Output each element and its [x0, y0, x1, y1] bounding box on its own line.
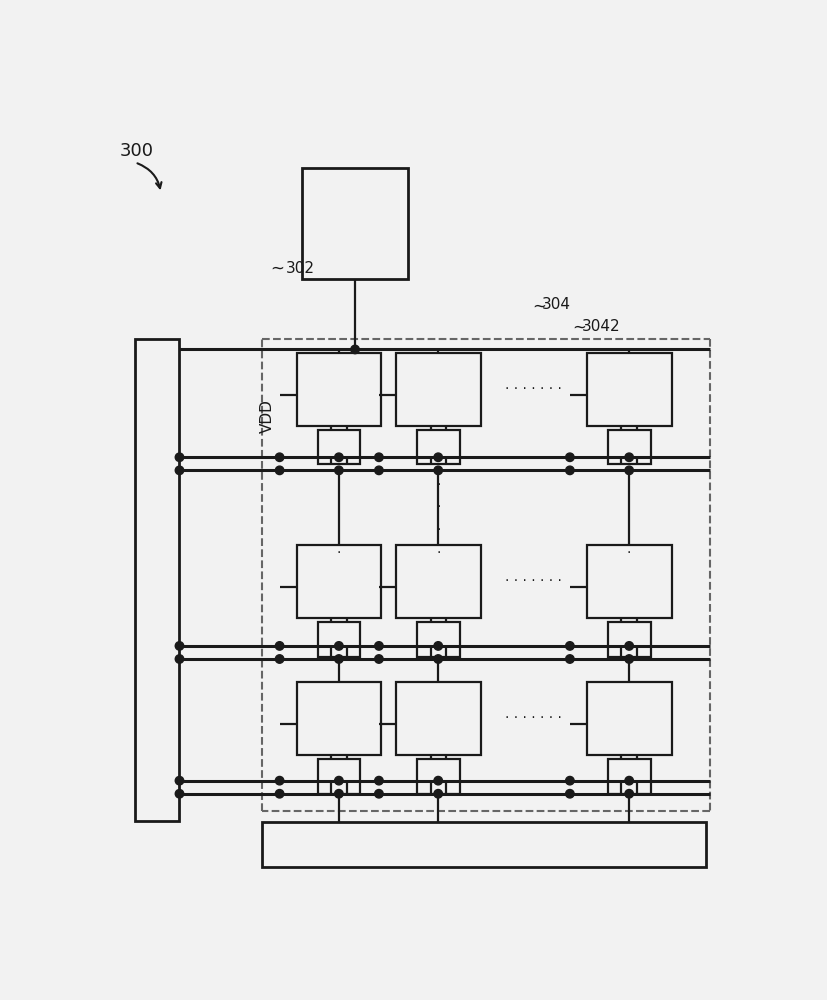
Text: ~: ~ [532, 297, 545, 315]
Bar [318, 430, 360, 464]
Circle shape [275, 453, 284, 461]
Circle shape [275, 790, 284, 798]
Circle shape [433, 453, 442, 461]
Bar [135, 339, 179, 821]
Circle shape [175, 655, 184, 663]
Circle shape [275, 776, 284, 785]
Circle shape [334, 453, 342, 461]
Circle shape [624, 776, 633, 785]
Circle shape [334, 655, 342, 663]
Bar [586, 545, 671, 618]
Text: ·
·
·
·
·: · · · · · [626, 455, 631, 560]
Circle shape [351, 345, 359, 354]
Circle shape [275, 642, 284, 650]
Circle shape [433, 776, 442, 785]
Text: 3042: 3042 [581, 319, 619, 334]
Bar [417, 430, 459, 464]
Bar [302, 168, 408, 279]
Text: · · · · · · ·: · · · · · · · [504, 574, 562, 588]
Text: ·
·
·
·
·: · · · · · [337, 455, 341, 560]
Bar [296, 682, 380, 755]
Circle shape [565, 466, 573, 475]
Circle shape [375, 655, 383, 663]
Bar [417, 622, 459, 657]
Bar [586, 353, 671, 426]
Bar [296, 353, 380, 426]
Bar [417, 759, 459, 794]
Circle shape [565, 790, 573, 798]
Circle shape [175, 642, 184, 650]
Text: VDD: VDD [260, 400, 275, 433]
Bar [586, 682, 671, 755]
Circle shape [275, 655, 284, 663]
Bar [608, 430, 650, 464]
Bar [318, 622, 360, 657]
Bar [318, 759, 360, 794]
Circle shape [624, 453, 633, 461]
Circle shape [334, 776, 342, 785]
Circle shape [334, 642, 342, 650]
Text: 304: 304 [541, 297, 570, 312]
Circle shape [375, 790, 383, 798]
Circle shape [433, 790, 442, 798]
Circle shape [624, 790, 633, 798]
Circle shape [175, 776, 184, 785]
Circle shape [565, 776, 573, 785]
Text: · · · · · · ·: · · · · · · · [504, 711, 562, 725]
Text: 300: 300 [119, 142, 153, 160]
Circle shape [624, 655, 633, 663]
Circle shape [275, 466, 284, 475]
Circle shape [375, 453, 383, 461]
Bar [296, 545, 380, 618]
Text: ·
·
·
·
·: · · · · · [436, 455, 440, 560]
Circle shape [334, 790, 342, 798]
Circle shape [175, 466, 184, 475]
Circle shape [175, 453, 184, 461]
Bar [395, 353, 480, 426]
Circle shape [375, 466, 383, 475]
Bar [261, 822, 705, 867]
Circle shape [433, 642, 442, 650]
Text: 302: 302 [285, 261, 314, 276]
Circle shape [375, 776, 383, 785]
Circle shape [565, 642, 573, 650]
Circle shape [565, 655, 573, 663]
Bar [395, 545, 480, 618]
Circle shape [433, 466, 442, 475]
Text: ~: ~ [270, 260, 284, 278]
Circle shape [624, 466, 633, 475]
Bar [608, 759, 650, 794]
Circle shape [334, 466, 342, 475]
Circle shape [375, 642, 383, 650]
Bar [608, 622, 650, 657]
Text: · · · · · · ·: · · · · · · · [504, 382, 562, 396]
Circle shape [175, 790, 184, 798]
Circle shape [433, 655, 442, 663]
Circle shape [565, 453, 573, 461]
Circle shape [624, 642, 633, 650]
Bar [395, 682, 480, 755]
Text: ~: ~ [571, 319, 586, 337]
